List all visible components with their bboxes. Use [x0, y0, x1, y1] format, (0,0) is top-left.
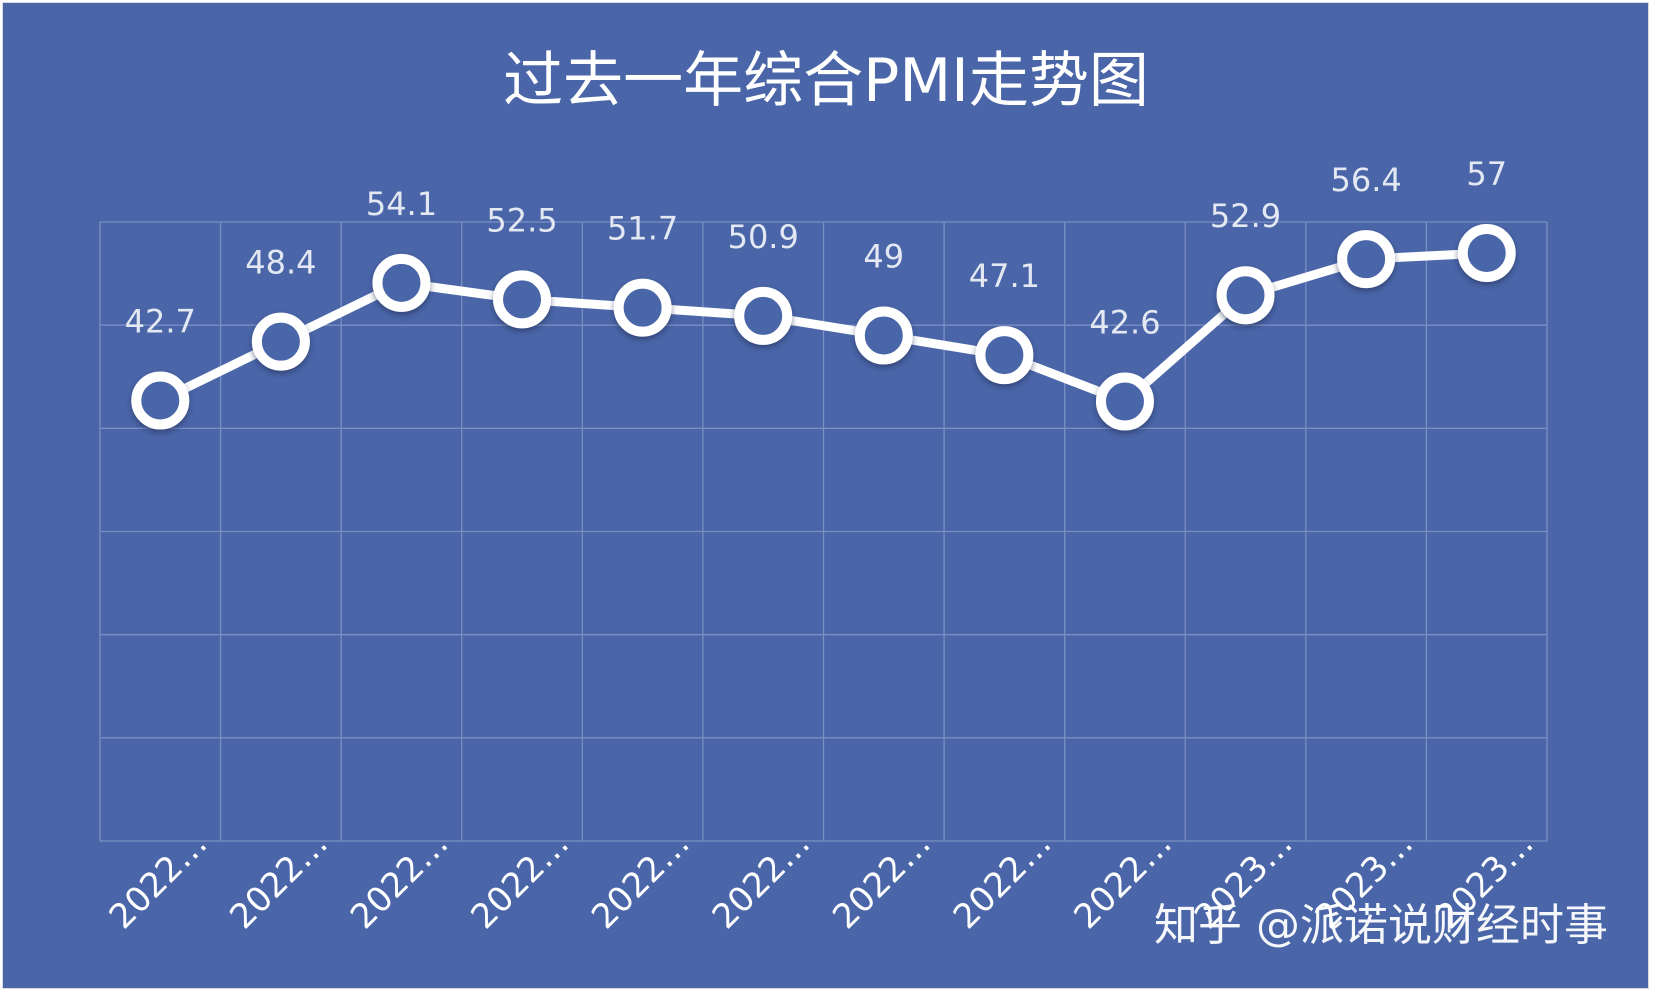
- data-point: [1457, 223, 1516, 282]
- data-label: 57: [1466, 155, 1507, 193]
- data-point: [1337, 230, 1396, 289]
- data-point: [372, 253, 431, 312]
- data-label-layer: 42.7 48.4 54.1 52.5 51.7 50.9 49 47.1 42.6 52.9 56…: [125, 155, 1507, 342]
- data-label: 51.7: [607, 210, 678, 248]
- data-label: 52.5: [486, 201, 557, 239]
- data-point: [613, 278, 672, 337]
- data-point: [1216, 266, 1275, 325]
- data-label: 48.4: [245, 244, 316, 282]
- data-label: 47.1: [969, 257, 1040, 295]
- data-marker-layer: [131, 223, 1516, 431]
- data-point: [1095, 372, 1154, 431]
- data-point: [131, 371, 190, 430]
- data-label: 42.7: [125, 302, 196, 340]
- chart-title: 过去一年综合PMI走势图: [503, 46, 1149, 116]
- data-point: [854, 306, 913, 365]
- data-label: 54.1: [366, 185, 437, 223]
- data-point: [251, 312, 310, 371]
- data-label: 42.6: [1089, 304, 1160, 342]
- data-label: 56.4: [1331, 161, 1402, 199]
- data-point: [975, 326, 1034, 385]
- data-label: 50.9: [728, 218, 799, 256]
- watermark-text: 知乎 @派诺说财经时事: [1154, 900, 1608, 951]
- data-point: [734, 286, 793, 345]
- data-label: 52.9: [1210, 197, 1281, 235]
- data-label: 49: [863, 237, 904, 275]
- gridlines: [99, 221, 1548, 842]
- data-point: [493, 270, 552, 329]
